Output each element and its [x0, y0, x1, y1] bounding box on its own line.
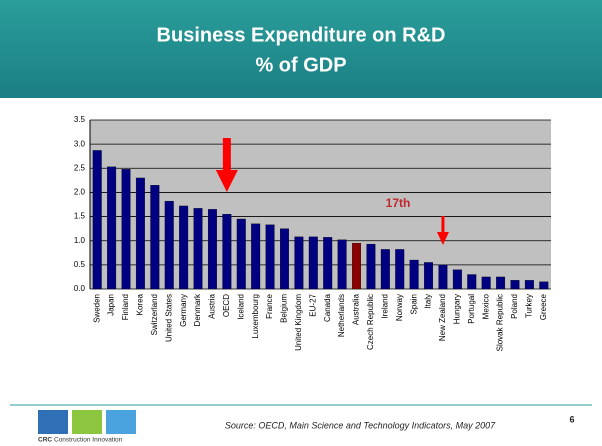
plot: [89, 119, 551, 290]
bar: [150, 185, 160, 290]
y-tick-label: 3.0: [74, 139, 86, 148]
bar: [164, 200, 174, 290]
page-number: 6: [569, 414, 574, 424]
x-tick-label: Poland: [510, 294, 519, 319]
x-tick-label: France: [265, 293, 274, 318]
bar: [265, 224, 275, 290]
x-tick-label: Switzerland: [150, 294, 159, 335]
chart-subtitle: % of GDP: [255, 54, 346, 76]
bar: [308, 236, 318, 290]
arrow-shaft: [222, 138, 231, 172]
x-tick-label: EU-27: [308, 293, 317, 316]
bar: [121, 169, 131, 290]
bar: [323, 237, 333, 290]
bar: [481, 276, 491, 290]
x-tick-label: Denmark: [193, 293, 202, 326]
bar: [539, 281, 549, 290]
bar: [510, 280, 520, 290]
bar: [222, 214, 232, 290]
bar: [352, 242, 361, 290]
bar: [294, 236, 304, 290]
bar: [207, 209, 217, 290]
x-tick-label: OECD: [222, 294, 231, 317]
x-tick-label: Germany: [179, 294, 188, 327]
bar: [280, 228, 289, 290]
x-tick-label: Hungary: [452, 294, 461, 324]
arrow-shaft: [441, 216, 445, 234]
bar: [524, 280, 534, 290]
x-tick-label: Spain: [409, 294, 418, 314]
title-banner: [0, 0, 602, 98]
arrow-head: [215, 170, 238, 192]
bar: [409, 259, 419, 290]
y-tick-label: 2.0: [74, 188, 86, 197]
x-tick-label: New Zealand: [438, 294, 447, 341]
x-tick-label: Luxembourg: [251, 294, 260, 338]
bar: [337, 239, 347, 290]
x-tick-label: Australia: [352, 293, 361, 325]
x-tick-label: Canada: [323, 293, 332, 322]
x-tick-label: Norway: [395, 294, 404, 321]
y-tick-label: 1.0: [74, 236, 86, 245]
x-tick-label: Austria: [208, 293, 217, 318]
logo-block: [72, 410, 102, 434]
bar: [135, 177, 145, 290]
bar: [467, 274, 477, 290]
x-tick-label: United Kingdom: [294, 294, 303, 351]
bar: [438, 264, 448, 290]
x-tick-label: Mexico: [481, 293, 490, 319]
bar: [251, 223, 261, 290]
chart-title: Business Expenditure on R&D: [157, 24, 446, 46]
annotation: 17th: [386, 196, 411, 210]
arrow-head: [436, 232, 449, 245]
x-tick-label: Ireland: [380, 294, 389, 318]
x-tick-label: Italy: [424, 294, 433, 309]
x-tick-label: Greece: [539, 293, 548, 320]
x-tick-label: Czech Republic: [366, 294, 375, 350]
bar: [496, 276, 506, 290]
y-tick-label: 0.5: [74, 260, 86, 269]
bar: [107, 166, 117, 290]
y-tick-label: 2.5: [74, 163, 86, 172]
logo-block: [106, 410, 136, 434]
bar: [179, 205, 189, 290]
x-tick-label: Iceland: [236, 294, 245, 320]
x-tick-label: Japan: [107, 294, 116, 316]
x-tick-label: Portugal: [467, 294, 476, 324]
x-tick-label: Sweden: [92, 294, 101, 323]
y-tick-label: 3.5: [74, 115, 86, 124]
logo-block: [38, 410, 68, 434]
bar: [193, 208, 203, 290]
logo-bold: CRC: [38, 437, 52, 444]
x-tick-label: Finland: [121, 294, 130, 320]
bar: [395, 249, 405, 290]
bar: [452, 269, 462, 290]
x-tick-label: Netherlands: [337, 294, 346, 337]
source: Source: OECD, Main Science and Technolog…: [225, 420, 496, 430]
bar: [92, 150, 102, 290]
bar: [366, 243, 376, 290]
x-tick-label: Turkey: [525, 294, 534, 318]
bar: [424, 262, 434, 290]
x-tick-label: United States: [164, 294, 173, 342]
x-tick-label: Belgium: [280, 294, 289, 323]
x-tick-label: Korea: [136, 293, 145, 315]
x-tick-label: Slovak Republic: [496, 294, 505, 351]
logo-text: Construction Innovation: [54, 437, 123, 444]
bar: [380, 249, 390, 290]
logo: CRC Construction Innovation: [38, 410, 136, 444]
y-tick-label: 1.5: [74, 212, 86, 221]
bar: [236, 218, 246, 290]
y-tick-label: 0.0: [74, 284, 86, 293]
